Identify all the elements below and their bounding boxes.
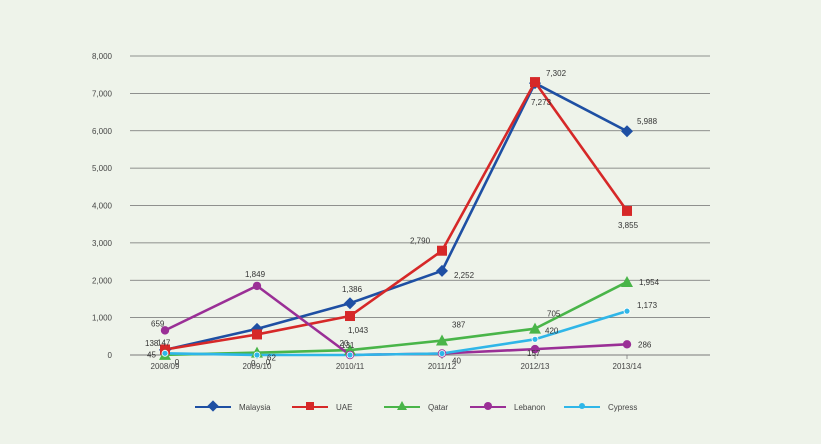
- data-label: 7,302: [546, 69, 567, 78]
- data-label: 0: [175, 358, 180, 367]
- legend-label: Lebanon: [514, 403, 545, 412]
- legend-marker-dot-icon: [579, 403, 585, 409]
- y-tick-label: 8,000: [92, 52, 113, 61]
- legend-label: Qatar: [428, 403, 448, 412]
- data-label: 45: [147, 350, 156, 359]
- legend-item-qatar: Qatar: [384, 395, 448, 419]
- data-point: [253, 282, 261, 290]
- data-point: [347, 352, 353, 358]
- y-tick-label: 4,000: [92, 202, 113, 211]
- data-label: 3,855: [618, 221, 639, 230]
- y-tick-label: 0: [108, 351, 113, 360]
- y-tick-label: 6,000: [92, 127, 113, 136]
- y-tick-label: 1,000: [92, 314, 113, 323]
- legend-swatch: [384, 402, 420, 412]
- data-point: [344, 297, 356, 309]
- legend-label: UAE: [336, 403, 352, 412]
- data-label: 1,043: [348, 326, 369, 335]
- data-point: [345, 311, 355, 321]
- legend-swatch: [195, 402, 231, 412]
- data-label: 420: [545, 326, 559, 335]
- data-point: [530, 77, 540, 87]
- legend-item-lebanon: Lebanon: [470, 395, 545, 419]
- data-label: 1,173: [637, 301, 658, 310]
- y-tick-label: 5,000: [92, 164, 113, 173]
- legend-marker-square-icon: [306, 402, 314, 410]
- legend-marker-circle-icon: [484, 402, 492, 410]
- data-point: [621, 125, 633, 137]
- data-label: 2,252: [454, 271, 475, 280]
- legend-swatch: [470, 402, 506, 412]
- data-label: 7,273: [531, 98, 552, 107]
- legend-marker-triangle-icon: [397, 401, 407, 410]
- data-point: [162, 350, 168, 356]
- data-point: [621, 276, 633, 287]
- data-label: 157: [527, 349, 541, 358]
- data-point: [622, 206, 632, 216]
- data-label: 659: [151, 319, 165, 328]
- chart-legend: Malaysia UAE Qatar Lebanon Cypress: [0, 395, 821, 419]
- legend-swatch: [292, 402, 328, 412]
- x-tick-label: 2013/14: [613, 362, 642, 371]
- data-point: [437, 246, 447, 256]
- legend-label: Cypress: [608, 403, 637, 412]
- y-tick-label: 2,000: [92, 276, 113, 285]
- legend-item-cypress: Cypress: [564, 395, 637, 419]
- x-tick-label: 2010/11: [336, 362, 365, 371]
- data-point: [624, 308, 630, 314]
- y-tick-label: 3,000: [92, 239, 113, 248]
- data-label: 705: [547, 310, 561, 319]
- data-label: 1,849: [245, 270, 266, 279]
- data-point: [623, 340, 631, 348]
- data-label: 2,790: [410, 237, 431, 246]
- data-point: [532, 336, 538, 342]
- legend-marker-diamond-icon: [207, 400, 218, 411]
- legend-swatch: [564, 402, 600, 412]
- data-label: 40: [452, 357, 461, 366]
- data-label: 286: [638, 340, 652, 349]
- legend-label: Malaysia: [239, 403, 271, 412]
- data-label: 0: [251, 359, 256, 368]
- data-point: [254, 352, 260, 358]
- data-point: [252, 329, 262, 339]
- y-tick-label: 7,000: [92, 89, 113, 98]
- data-label: 5,988: [637, 117, 658, 126]
- x-tick-label: 2012/13: [521, 362, 550, 371]
- data-label: 387: [452, 321, 466, 330]
- legend-item-malaysia: Malaysia: [195, 395, 271, 419]
- data-point: [436, 265, 448, 277]
- data-point: [439, 351, 445, 357]
- data-label: 1,954: [639, 278, 660, 287]
- legend-item-uae: UAE: [292, 395, 352, 419]
- data-label: 0: [266, 358, 271, 367]
- data-label: 1,386: [342, 285, 363, 294]
- data-label: 147: [157, 339, 171, 348]
- data-label: 20: [340, 339, 349, 348]
